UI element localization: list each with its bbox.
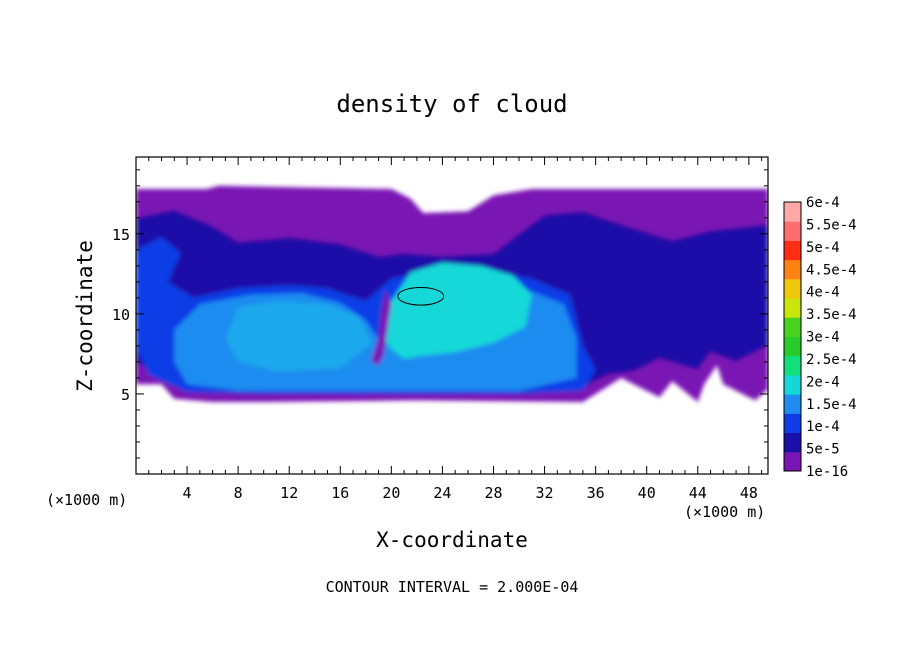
x-tick-label: 40 (638, 484, 656, 502)
x-tick-label: 28 (484, 484, 502, 502)
x-tick-label: 12 (280, 484, 298, 502)
contour-line (397, 286, 445, 306)
x-tick-label: 36 (587, 484, 605, 502)
colorbar-label: 5e-4 (806, 240, 840, 256)
x-unit-label-right: (×1000 m) (684, 503, 765, 521)
colorbar-swatch (784, 240, 801, 261)
colorbar-swatch (784, 298, 801, 318)
x-tick-label: 48 (740, 484, 758, 502)
y-axis: 5 10 15 (112, 169, 768, 459)
colorbar-label: 2e-4 (806, 374, 840, 390)
x-tick-label: 4 (183, 484, 192, 502)
y-tick-label: 10 (112, 306, 130, 324)
x-axis: 4 8 12 16 20 24 28 32 36 40 44 48 (148, 157, 763, 502)
colorbar-label: 5.5e-4 (806, 217, 857, 233)
y-tick-label: 15 (112, 226, 130, 244)
y-tick-label: 5 (121, 386, 130, 404)
colorbar-swatch (784, 278, 801, 299)
colorbar: 1e-16 5e-5 1e-4 1.5e-4 2e-4 2.5e-4 3e-4 3.5e-4 4… (783, 195, 857, 480)
colorbar-swatch (784, 221, 801, 241)
plot-frame (135, 156, 769, 475)
colorbar-label: 3e-4 (806, 330, 840, 346)
field-level-2e-4 (382, 262, 532, 359)
x-tick-label: 20 (382, 484, 400, 502)
contour-interval-note: CONTOUR INTERVAL = 2.000E-04 (326, 578, 579, 596)
x-unit-label-left: (×1000 m) (46, 491, 127, 509)
colorbar-label: 1.5e-4 (806, 397, 857, 413)
colorbar-swatch (784, 259, 801, 280)
colorbar-swatch (784, 413, 801, 434)
colorbar-swatch (784, 317, 801, 337)
x-tick-label: 16 (331, 484, 349, 502)
field-lobe-left (225, 301, 373, 372)
field-intrusion (370, 289, 392, 366)
colorbar-label: 1e-16 (806, 464, 848, 480)
colorbar-label: 4e-4 (806, 285, 840, 301)
colorbar-swatch (784, 355, 801, 376)
x-axis-label: X-coordinate (376, 528, 528, 552)
x-tick-label: 32 (536, 484, 554, 502)
colorbar-swatch (784, 394, 801, 414)
colorbar-swatch (784, 202, 801, 222)
chart-title: density of cloud (336, 90, 567, 118)
colorbar-label: 1e-4 (806, 419, 840, 435)
colorbar-frame (783, 201, 802, 472)
colorbar-swatch (784, 451, 801, 472)
colorbar-label: 4.5e-4 (806, 262, 857, 278)
colorbar-swatch (784, 374, 801, 395)
colorbar-label: 2.5e-4 (806, 352, 857, 368)
x-tick-label: 8 (234, 484, 243, 502)
x-tick-label: 44 (689, 484, 707, 502)
colorbar-label: 3.5e-4 (806, 307, 857, 323)
colorbar-swatch (784, 432, 801, 453)
colorbar-label: 6e-4 (806, 195, 840, 211)
x-tick-label: 24 (433, 484, 451, 502)
colorbar-label: 5e-5 (806, 442, 840, 458)
y-axis-label: Z-coordinate (73, 240, 97, 392)
colorbar-swatch (784, 336, 801, 357)
density-field (136, 185, 768, 402)
